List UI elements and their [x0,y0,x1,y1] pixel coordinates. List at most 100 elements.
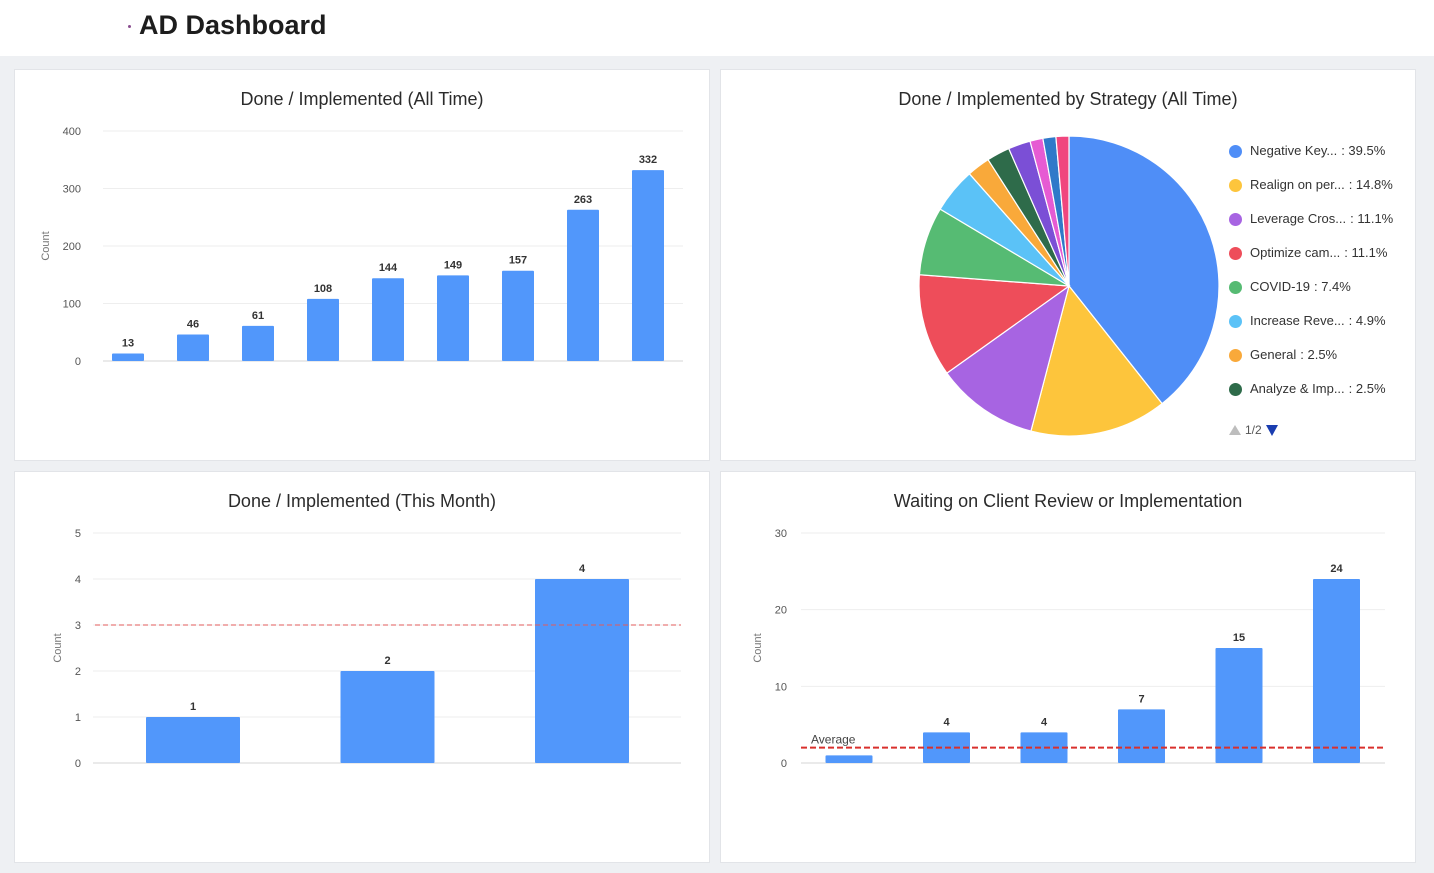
chart-card-this-month: Done / Implemented (This Month) 0 1 2 3 4 5 Co… [14,471,710,863]
legend-value: : 4.9% [1348,313,1386,328]
legend-item[interactable]: COVID-19: 7.4% [1229,279,1409,313]
y-tick-label: 2 [75,666,81,678]
chart-title: Done / Implemented (This Month) [227,491,497,511]
y-tick-label: 20 [775,605,787,617]
bar-value-label: 149 [444,259,462,271]
bar [825,755,873,763]
brand-dot [128,25,131,28]
bar [112,353,144,361]
bar-value-label: 1 [190,701,196,713]
bar-value-label: 46 [187,319,199,331]
y-tick-label: 3 [75,620,81,632]
legend-value: : 7.4% [1313,279,1351,294]
bar-chart-all-time: 0 100 200 300 400 Count 13 46 61 108 144 149 157 263 3… [40,126,683,368]
bar [1215,648,1263,763]
bar-value-label: 15 [1233,632,1245,644]
bar-chart-this-month: 0 1 2 3 4 5 Count 1 2 4 [52,528,681,770]
y-tick-label: 4 [75,574,81,586]
bar [307,298,339,361]
bar-chart-waiting: 0 10 20 30 Count 4 4 7 15 24 Average [752,528,1385,770]
legend-label: Realign on per... [1250,177,1345,192]
top-bar: AD Dashboard [0,0,1434,56]
bar-value-label: 157 [509,255,527,267]
reference-line-label: Average [811,733,856,747]
pie-slice [1068,135,1220,405]
bar-value-label: 144 [379,262,398,274]
legend-swatch [1229,349,1242,362]
y-tick-label: 300 [63,184,81,196]
legend-swatch [1229,383,1242,396]
bar-value-label: 7 [1138,693,1144,705]
legend-value: : 39.5% [1341,143,1386,158]
legend-label: Analyze & Imp... [1250,381,1345,396]
y-tick-label: 0 [75,356,81,368]
legend-swatch [1229,213,1242,226]
chart-card-all-time: Done / Implemented (All Time) 0 100 200 300… [14,69,710,461]
pie-slice [1030,284,1163,437]
chart-card-waiting: Waiting on Client Review or Implementati… [720,471,1416,863]
bar-value-label: 4 [579,563,586,575]
legend-value: : 14.8% [1348,177,1393,192]
bar [372,278,404,361]
legend-label: Leverage Cros... [1250,211,1347,226]
bar [567,209,599,361]
bar-value-label: 13 [122,338,134,350]
bar-value-label: 263 [574,194,592,206]
legend-item[interactable]: Analyze & Imp...: 2.5% [1229,381,1409,415]
bar [632,170,664,361]
page-title: AD Dashboard [139,10,327,40]
pie-legend: Negative Key...: 39.5% Realign on per...:… [1229,143,1409,415]
legend-item[interactable]: Realign on per...: 14.8% [1229,177,1409,211]
legend-prev-icon[interactable] [1229,425,1241,435]
bar-value-label: 108 [314,283,332,295]
legend-next-icon[interactable] [1265,424,1278,436]
y-tick-label: 100 [63,299,81,311]
bar [535,579,629,763]
y-tick-label: 5 [75,528,81,540]
legend-pager: 1/2 [1229,423,1278,437]
legend-swatch [1229,179,1242,192]
y-tick-label: 400 [63,126,81,138]
chart-card-by-strategy: Done / Implemented by Strategy (All Time… [720,69,1416,461]
pie-chart-by-strategy [918,135,1220,437]
y-axis-title: Count [752,633,764,662]
y-tick-label: 1 [75,712,81,724]
chart-title: Waiting on Client Review or Implementati… [893,491,1243,511]
legend-item[interactable]: Negative Key...: 39.5% [1229,143,1409,177]
legend-swatch [1229,315,1242,328]
bar [502,270,534,361]
chart-title: Done / Implemented (All Time) [240,89,484,109]
bar [437,275,469,361]
y-tick-label: 0 [781,758,787,770]
legend-item[interactable]: General: 2.5% [1229,347,1409,381]
y-axis-title: Count [40,231,52,260]
legend-page-indicator: 1/2 [1245,423,1262,437]
chart-title: Done / Implemented by Strategy (All Time… [898,89,1238,109]
bar-value-label: 61 [252,310,264,322]
legend-swatch [1229,247,1242,260]
legend-value: : 2.5% [1348,381,1386,396]
bar [1313,579,1360,763]
pie-slice [946,284,1071,432]
legend-swatch [1229,145,1242,158]
bar [177,334,209,361]
bar [1118,709,1165,763]
legend-item[interactable]: Optimize cam...: 11.1% [1229,245,1409,279]
bar [242,325,274,361]
legend-value: : 11.1% [1350,211,1394,226]
legend-label: General [1250,347,1297,362]
legend-value: : 2.5% [1300,347,1338,362]
y-tick-label: 30 [775,528,787,540]
y-tick-label: 200 [63,241,81,253]
pie-slice [918,274,1071,374]
legend-item[interactable]: Increase Reve...: 4.9% [1229,313,1409,347]
bar-value-label: 24 [1330,563,1343,575]
legend-label: Increase Reve... [1250,313,1345,328]
legend-label: COVID-19 [1250,279,1310,294]
pie-slice [1055,135,1070,287]
bar [146,717,240,763]
legend-item[interactable]: Leverage Cros...: 11.1% [1229,211,1409,245]
bar-value-label: 2 [384,655,390,667]
legend-label: Optimize cam... [1250,245,1341,260]
bar [340,671,435,763]
